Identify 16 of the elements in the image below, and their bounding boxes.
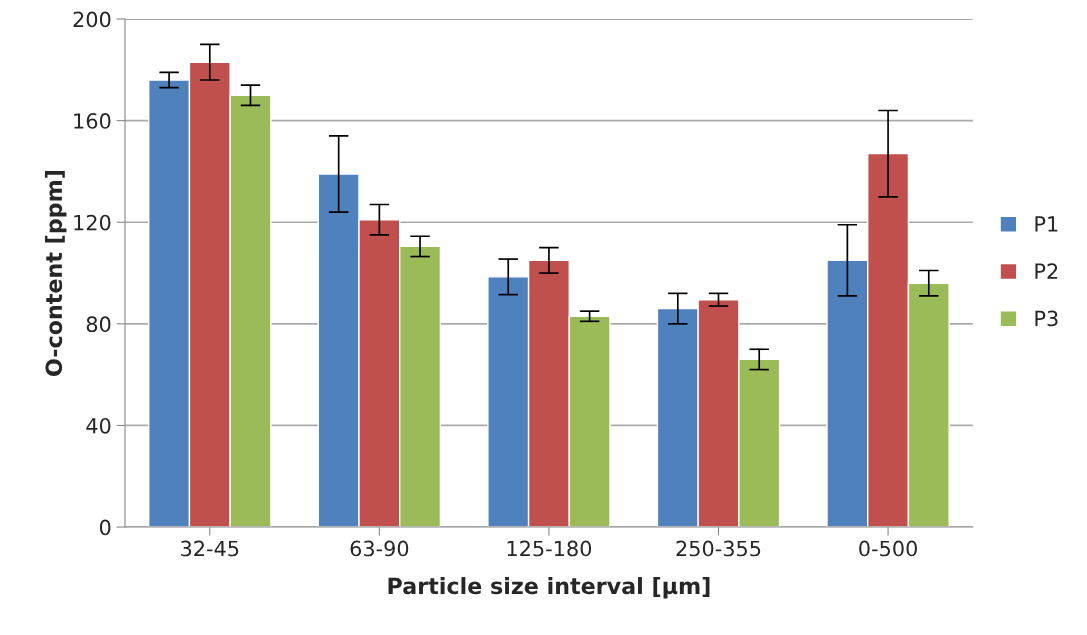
x-tick-label: 32-45	[181, 540, 239, 557]
x-tick-label: 0-500	[859, 540, 917, 557]
y-tick-label: 120	[74, 214, 111, 231]
y-tick-label: 160	[74, 113, 111, 129]
x-tick-label: 63-90	[350, 540, 409, 557]
y-tick-label: 0	[99, 519, 111, 536]
x-tick-label: 250-355	[676, 540, 761, 557]
legend-label: P2	[1035, 263, 1058, 279]
y-tick-label: 80	[86, 316, 111, 333]
x-tick-label: 125-180	[507, 540, 592, 557]
y-tick-label: 200	[73, 11, 111, 28]
y-tick-label: 40	[86, 417, 111, 434]
legend-label: P3	[1035, 310, 1058, 327]
x-axis-title: Particle size interval [µm]	[388, 577, 710, 599]
y-axis-title: O-content [ppm]	[44, 170, 67, 376]
legend-label: P1	[1035, 216, 1058, 232]
